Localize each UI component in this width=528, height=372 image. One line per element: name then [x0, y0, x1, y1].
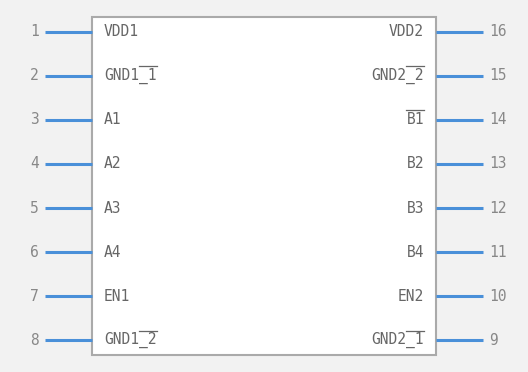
Text: 14: 14 — [489, 112, 507, 127]
Text: 15: 15 — [489, 68, 507, 83]
Text: 10: 10 — [489, 289, 507, 304]
Bar — [92, 17, 436, 355]
Text: GND2_1: GND2_1 — [372, 332, 424, 349]
Text: VDD1: VDD1 — [104, 24, 139, 39]
Text: EN1: EN1 — [104, 289, 130, 304]
Text: 4: 4 — [30, 157, 39, 171]
Text: 8: 8 — [30, 333, 39, 348]
Text: A4: A4 — [104, 245, 121, 260]
Text: A3: A3 — [104, 201, 121, 215]
Text: VDD2: VDD2 — [389, 24, 424, 39]
Text: 9: 9 — [489, 333, 498, 348]
Text: 3: 3 — [30, 112, 39, 127]
Text: A1: A1 — [104, 112, 121, 127]
Text: 6: 6 — [30, 245, 39, 260]
Text: GND2_2: GND2_2 — [372, 68, 424, 84]
Text: 12: 12 — [489, 201, 507, 215]
Text: B2: B2 — [407, 157, 424, 171]
Text: 7: 7 — [30, 289, 39, 304]
Text: GND1_2: GND1_2 — [104, 332, 156, 349]
Text: 5: 5 — [30, 201, 39, 215]
Text: B1: B1 — [407, 112, 424, 127]
Text: B3: B3 — [407, 201, 424, 215]
Text: 11: 11 — [489, 245, 507, 260]
Text: A2: A2 — [104, 157, 121, 171]
Text: 2: 2 — [30, 68, 39, 83]
Text: 16: 16 — [489, 24, 507, 39]
Text: 1: 1 — [30, 24, 39, 39]
Text: GND1_1: GND1_1 — [104, 68, 156, 84]
Text: 13: 13 — [489, 157, 507, 171]
Text: EN2: EN2 — [398, 289, 424, 304]
Text: B4: B4 — [407, 245, 424, 260]
